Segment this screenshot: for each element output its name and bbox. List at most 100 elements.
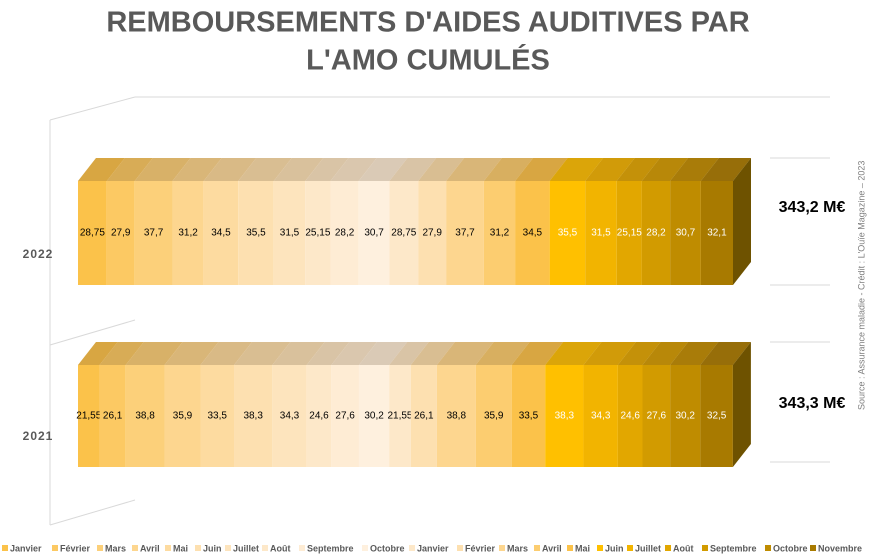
segment-front xyxy=(134,181,173,285)
bar-segment xyxy=(78,158,125,285)
data-label: 38,3 xyxy=(555,411,575,422)
segment-front xyxy=(99,365,126,467)
segment-top-shade xyxy=(700,342,751,365)
bar-segment xyxy=(436,342,494,467)
segment-front xyxy=(331,365,359,467)
segment-top xyxy=(272,342,325,365)
bar-segment xyxy=(700,158,751,285)
bar-segment xyxy=(305,158,349,285)
data-label: 26,1 xyxy=(414,411,434,422)
data-label: 38,8 xyxy=(135,411,155,422)
walls xyxy=(49,96,830,526)
bar-segment xyxy=(549,158,604,285)
segment-top xyxy=(616,158,660,181)
segment-front xyxy=(617,365,643,467)
bar-segment xyxy=(164,342,219,467)
data-label: 38,8 xyxy=(447,411,467,422)
data-label: 27,6 xyxy=(647,411,667,422)
segment-top xyxy=(306,342,350,365)
bar-segment xyxy=(446,158,502,285)
data-label: 28,75 xyxy=(80,228,105,239)
bar-segment xyxy=(234,342,291,467)
legend-label: Novembre xyxy=(818,543,862,553)
segment-top xyxy=(410,342,455,365)
segment-front xyxy=(410,365,437,467)
bar-segment xyxy=(331,342,377,467)
segment-top xyxy=(511,342,564,365)
legend-label: Octobre xyxy=(370,543,405,553)
data-label: 32,5 xyxy=(707,411,727,422)
legend-label: Mai xyxy=(575,543,590,553)
segment-front xyxy=(389,365,411,467)
segment-front xyxy=(483,181,516,285)
segment-top-shade xyxy=(99,342,144,365)
bar-segment xyxy=(272,342,325,467)
segment-top-shade xyxy=(358,342,408,365)
segment-front xyxy=(585,181,617,285)
data-label: 35,9 xyxy=(484,411,504,422)
legend-label: Avril xyxy=(542,543,562,553)
legend-swatch xyxy=(225,545,231,551)
segment-top xyxy=(330,158,377,181)
segment-top xyxy=(483,158,534,181)
segment-top-shade xyxy=(106,158,153,181)
segment-top-shade xyxy=(305,158,349,181)
data-label: 34,3 xyxy=(280,411,300,422)
data-label: 25,15 xyxy=(617,228,642,239)
segment-top-shade xyxy=(164,342,219,365)
segment-top-shade xyxy=(583,342,636,365)
segment-front xyxy=(106,181,135,285)
segment-top xyxy=(134,158,191,181)
category-label: 2021 xyxy=(23,429,54,443)
data-label: 34,5 xyxy=(523,228,543,239)
data-label: 30,7 xyxy=(364,228,384,239)
segment-top xyxy=(164,342,219,365)
data-label: 35,9 xyxy=(173,411,193,422)
bar-segment xyxy=(641,158,689,285)
segment-top xyxy=(549,158,604,181)
bar-segment xyxy=(670,158,719,285)
bar-segment xyxy=(585,158,635,285)
segment-top-shade xyxy=(511,342,564,365)
data-label: 31,5 xyxy=(591,228,611,239)
data-label: 30,2 xyxy=(364,411,384,422)
segment-top-shade xyxy=(670,158,719,181)
bar-segment xyxy=(617,342,661,467)
legend-label: Août xyxy=(270,543,291,553)
bar-segment xyxy=(78,342,118,467)
bar-segment xyxy=(273,158,324,285)
bar-segment xyxy=(515,158,568,285)
legend-label: Février xyxy=(465,543,496,553)
segment-front xyxy=(330,181,359,285)
segment-top-shade xyxy=(545,342,602,365)
segment-top-shade xyxy=(616,158,660,181)
bar-segment xyxy=(670,342,719,467)
segment-top-shade xyxy=(273,158,324,181)
segment-top-shade xyxy=(642,342,689,365)
legend-swatch xyxy=(597,545,603,551)
legend-swatch xyxy=(362,545,368,551)
segment-front xyxy=(203,181,239,285)
bar-segment xyxy=(616,158,660,285)
legend-swatch xyxy=(97,545,103,551)
segment-front xyxy=(272,365,307,467)
segment-top xyxy=(389,158,437,181)
legend-label: Février xyxy=(60,543,91,553)
segment-front xyxy=(446,181,484,285)
data-label: 21,55 xyxy=(387,411,412,422)
segment-top-shade xyxy=(234,342,291,365)
legend-swatch xyxy=(810,545,816,551)
segment-front xyxy=(641,181,671,285)
segment-top xyxy=(78,158,125,181)
legend-swatch xyxy=(665,545,671,551)
data-label: 25,15 xyxy=(305,228,330,239)
segment-front xyxy=(389,181,419,285)
segment-top xyxy=(389,342,429,365)
bar-segment xyxy=(700,342,751,467)
segment-top-shade xyxy=(446,158,502,181)
bar-segment xyxy=(475,342,530,467)
segment-top xyxy=(642,342,689,365)
segment-front xyxy=(515,181,550,285)
segment-top xyxy=(78,342,118,365)
